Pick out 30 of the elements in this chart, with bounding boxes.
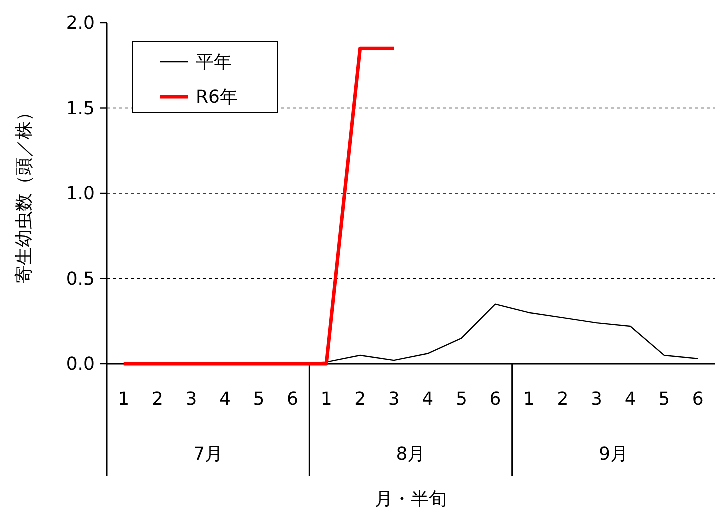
- x-tick-label: 1: [320, 389, 332, 410]
- text: 8月: [396, 444, 426, 465]
- x-tick-label: 4: [422, 389, 434, 410]
- x-tick-label: 1: [523, 389, 535, 410]
- x-tick-label: 6: [692, 389, 704, 410]
- text: 9月: [598, 444, 628, 465]
- y-tick-label: 1.0: [66, 184, 95, 204]
- legend-label: 平年: [196, 52, 232, 73]
- x-tick-label: 5: [253, 389, 265, 410]
- y-tick-label: 2.0: [66, 13, 95, 34]
- x-tick-label: 2: [152, 389, 164, 410]
- legend-label: R6年: [196, 87, 238, 108]
- x-tick-label: 3: [388, 389, 400, 410]
- x-tick-label: 6: [287, 389, 299, 410]
- text: 7月: [194, 444, 224, 465]
- y-tick-label: 0.0: [66, 354, 95, 375]
- x-tick-label: 5: [658, 389, 670, 410]
- x-axis-title: 月・半旬: [375, 489, 447, 510]
- y-tick-label: 1.5: [66, 98, 95, 120]
- x-tick-label: 1: [118, 389, 130, 410]
- x-tick-label: 4: [219, 389, 231, 410]
- y-axis-title: 寄生幼虫数（頭／株）: [14, 104, 35, 284]
- x-tick-label: 6: [490, 389, 502, 410]
- x-tick-label: 2: [354, 389, 366, 410]
- x-tick-label: 3: [591, 389, 603, 410]
- y-tick-label: 0.5: [66, 268, 95, 290]
- x-tick-label: 3: [186, 389, 198, 410]
- x-tick-label: 4: [624, 389, 636, 410]
- x-tick-label: 2: [557, 389, 569, 410]
- x-tick-label: 5: [456, 389, 468, 410]
